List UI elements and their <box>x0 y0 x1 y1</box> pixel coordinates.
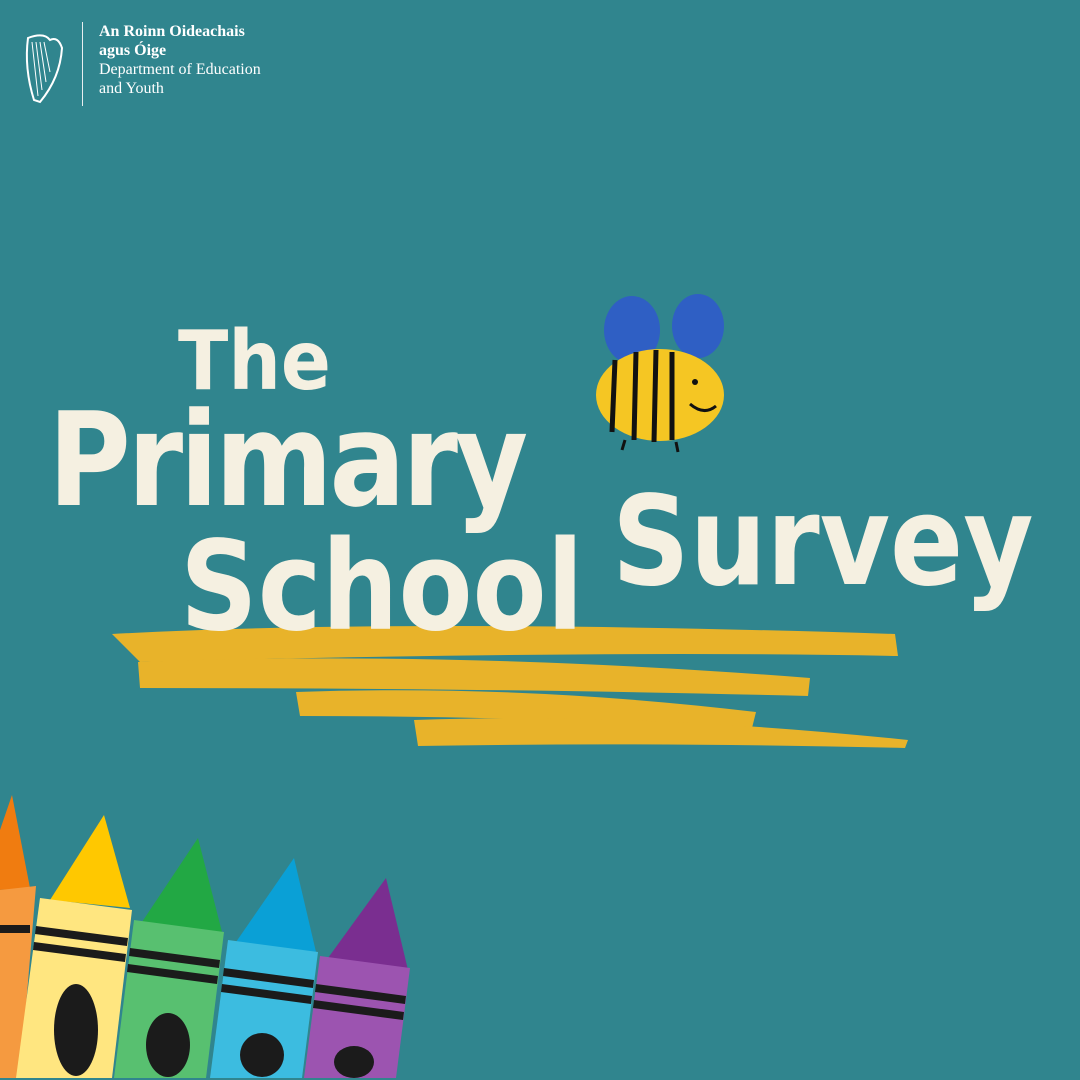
title-the: The <box>178 314 331 409</box>
logo-irish-line1: An Roinn Oideachais <box>99 23 245 40</box>
title-survey: Survey <box>612 470 1034 614</box>
title-school: School <box>180 515 584 659</box>
title-primary: Primary <box>48 384 528 536</box>
harp-icon <box>25 34 64 104</box>
logo-english-line2: and Youth <box>99 80 164 97</box>
crayon-yellow <box>16 815 132 1078</box>
logo-divider <box>82 22 83 106</box>
crayon-purple <box>304 878 410 1078</box>
crayon-blue <box>210 858 318 1078</box>
department-logo: An Roinn Oideachais agus Óige Department… <box>20 22 261 106</box>
logo-english-line1: Department of Education <box>99 61 261 78</box>
crayon-green <box>114 838 224 1078</box>
logo-irish-line2: agus Óige <box>99 42 167 59</box>
crayon-orange <box>0 795 36 1078</box>
